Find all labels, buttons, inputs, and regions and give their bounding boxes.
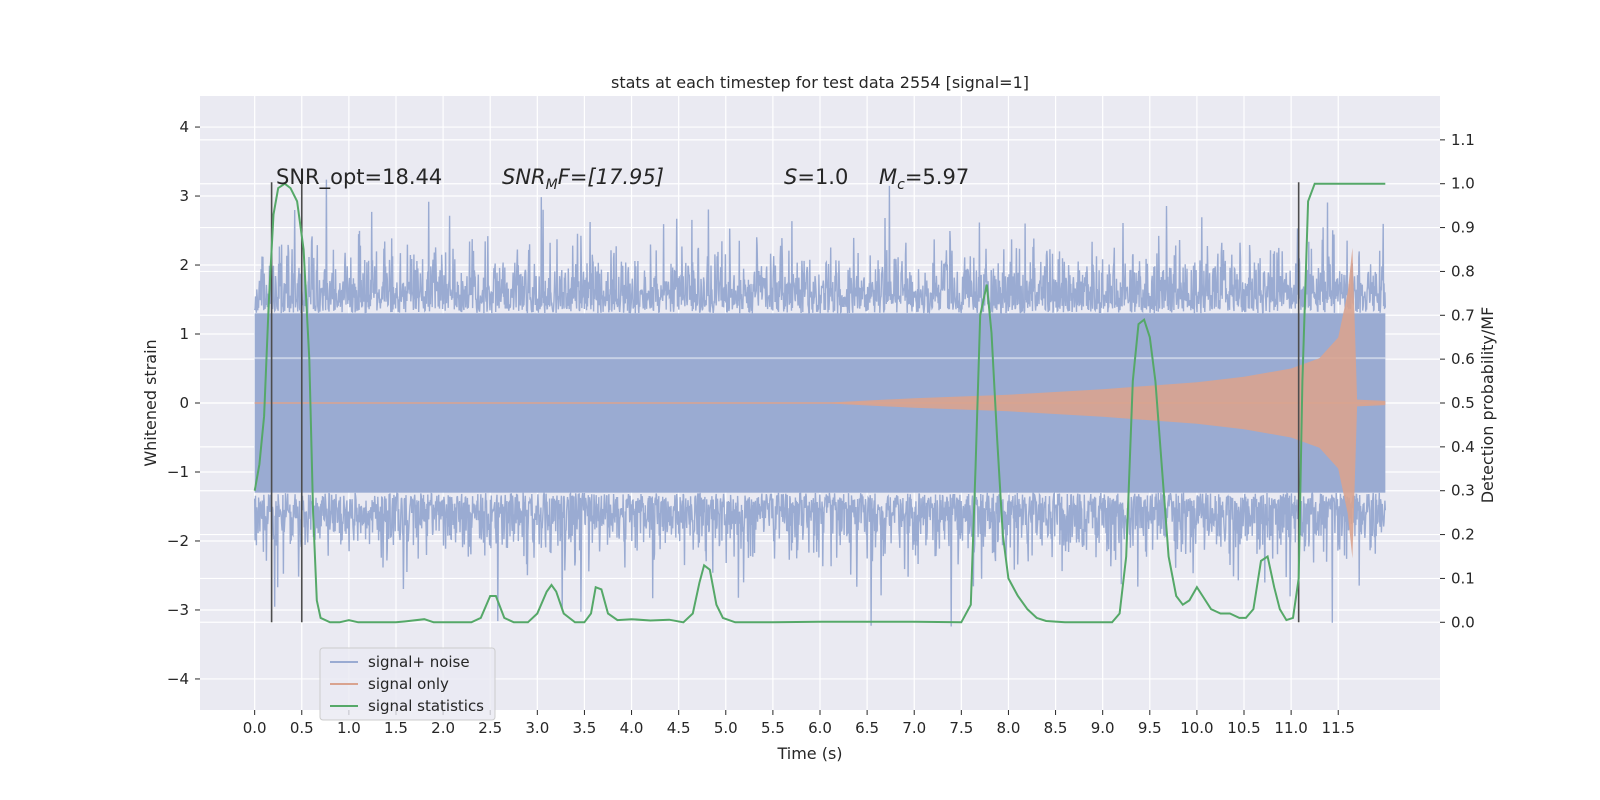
y-right-axis-ticks: 0.0 0.1 0.2 0.3 0.4 0.5 0.6 0.7 0.8 0.9 1.0 1.1 [1440, 131, 1475, 631]
annotation-snr-opt: SNR_opt=18.44 [276, 165, 442, 190]
y-right-tick-label: 0.0 [1451, 613, 1475, 631]
x-tick-label: 5.5 [761, 719, 785, 737]
annotation-snr-mf-rest: F=[17.95] [558, 165, 664, 189]
annotation-snr-mf-sub: M [546, 177, 558, 193]
x-tick-label: 11.5 [1322, 719, 1355, 737]
annotation-snr-mf: SNRMF=[17.95] [502, 165, 664, 193]
x-tick-label: 1.0 [337, 719, 361, 737]
x-tick-label: 7.0 [902, 719, 926, 737]
y-right-tick-label: 0.5 [1451, 394, 1475, 412]
stat-series [253, 182, 1386, 624]
y-right-tick-label: 0.7 [1451, 306, 1475, 324]
y-right-tick-label: 0.3 [1451, 482, 1475, 500]
x-tick-label: 3.5 [573, 719, 597, 737]
x-tick-label: 9.5 [1138, 719, 1162, 737]
x-tick-label: 0.0 [243, 719, 267, 737]
y-right-tick-label: 0.9 [1451, 219, 1475, 237]
legend-label-signal: signal only [368, 675, 449, 693]
y-tick-label: 0 [179, 394, 189, 412]
y-right-tick-label: 1.1 [1451, 131, 1475, 149]
y-axis-ticks: −4 −3 −2 −1 0 1 2 3 4 [167, 118, 200, 688]
annotation-s: S=1.0 [784, 165, 848, 189]
x-tick-label: 6.0 [808, 719, 832, 737]
x-tick-label: 7.5 [949, 719, 973, 737]
x-tick-label: 4.0 [620, 719, 644, 737]
x-tick-label: 8.0 [997, 719, 1021, 737]
x-tick-label: 2.5 [478, 719, 502, 737]
x-tick-label: 6.5 [855, 719, 879, 737]
y-right-tick-label: 0.4 [1451, 438, 1475, 456]
x-tick-label: 3.0 [525, 719, 549, 737]
annotation-s-value: =1.0 [797, 165, 848, 189]
x-tick-label: 9.0 [1091, 719, 1115, 737]
x-tick-label: 1.5 [384, 719, 408, 737]
y-right-tick-label: 0.6 [1451, 350, 1475, 368]
y-tick-label: 4 [179, 118, 189, 136]
y-tick-label: 2 [179, 256, 189, 274]
noise-lower-trace [254, 490, 1386, 627]
y-right-tick-label: 1.0 [1451, 175, 1475, 193]
signal-series [254, 247, 1386, 559]
annotation-s-label: S [784, 165, 797, 189]
y-tick-label: 1 [179, 325, 189, 343]
annotation-snr-mf-base: SNR [502, 165, 546, 189]
y-right-tick-label: 0.1 [1451, 569, 1475, 587]
y-axis-label: Whitened strain [141, 339, 160, 466]
noise-sheen [254, 357, 1386, 360]
y-right-tick-label: 0.8 [1451, 262, 1475, 280]
x-tick-label: 5.0 [714, 719, 738, 737]
x-tick-label: 10.0 [1180, 719, 1213, 737]
x-tick-label: 10.5 [1227, 719, 1260, 737]
y-tick-label: −4 [167, 670, 189, 688]
annotation-mc-base: M [879, 165, 897, 189]
legend-label-stat: signal statistics [368, 697, 484, 715]
y-tick-label: −1 [167, 463, 189, 481]
x-tick-label: 2.0 [431, 719, 455, 737]
x-tick-label: 4.5 [667, 719, 691, 737]
y-tick-label: −2 [167, 532, 189, 550]
annotation-mc-value: =5.97 [905, 165, 969, 189]
y-tick-label: −3 [167, 601, 189, 619]
x-axis-ticks: 0.0 0.5 1.0 1.5 2.0 2.5 3.0 3.5 4.0 4.5 5.0 5.5 6.0 6… [243, 710, 1355, 737]
legend-box [319, 647, 496, 721]
annotation-mc: Mc=5.97 [879, 165, 969, 193]
chart-title: stats at each timestep for test data 255… [611, 73, 1029, 92]
x-tick-label: 8.5 [1044, 719, 1068, 737]
x-tick-label: 0.5 [290, 719, 314, 737]
y-right-tick-label: 0.2 [1451, 526, 1475, 544]
legend: signal+ noise signal only signal statist… [319, 647, 496, 721]
x-tick-label: 11.0 [1274, 719, 1307, 737]
annotation-mc-sub: c [897, 177, 905, 193]
x-axis-label: Time (s) [776, 744, 842, 763]
y-right-axis-label: Detection probability/MF [1478, 307, 1497, 504]
legend-label-noise: signal+ noise [368, 653, 470, 671]
noise-upper-trace [254, 179, 1386, 316]
y-tick-label: 3 [179, 187, 189, 205]
stat-line [253, 182, 1386, 624]
